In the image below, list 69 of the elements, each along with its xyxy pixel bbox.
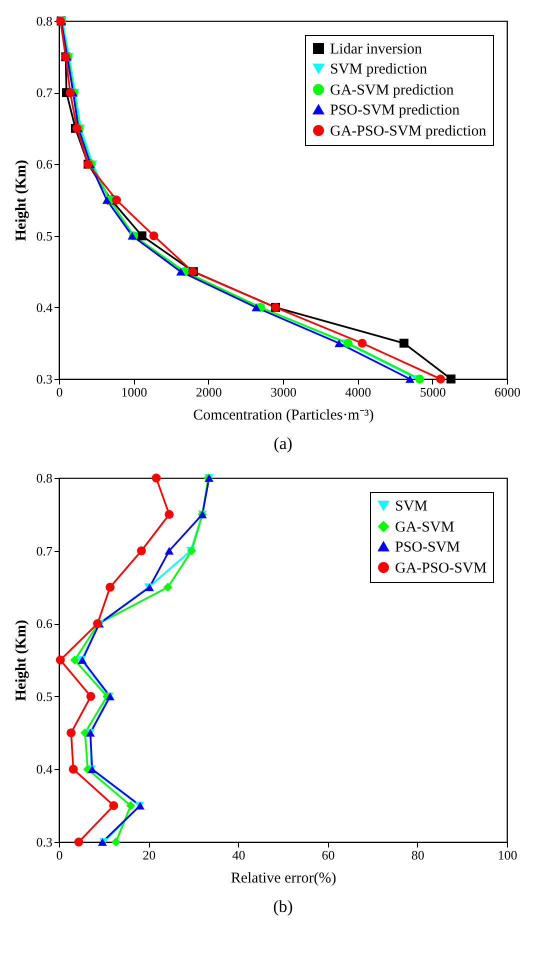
point bbox=[149, 231, 158, 240]
x-tick-label: 1000 bbox=[121, 384, 148, 400]
y-tick-label: 0.8 bbox=[36, 470, 52, 486]
y-tick-label: 0.4 bbox=[36, 300, 53, 315]
legend-label: GA-PSO-SVM prediction bbox=[330, 124, 487, 140]
y-tick-label: 0.6 bbox=[36, 616, 53, 632]
point bbox=[446, 374, 456, 384]
point bbox=[164, 546, 174, 555]
y-tick-label: 0.6 bbox=[36, 156, 53, 172]
y-axis-title: Height (Km) bbox=[13, 620, 30, 702]
y-tick-label: 0.7 bbox=[36, 85, 53, 100]
point bbox=[436, 374, 446, 384]
point bbox=[136, 546, 146, 556]
legend-label: PSO-SVM bbox=[395, 540, 460, 556]
text: (a) bbox=[274, 434, 292, 453]
legend-label: GA-SVM bbox=[395, 520, 454, 536]
x-tick-label: 5000 bbox=[420, 384, 446, 400]
text: (b) bbox=[273, 897, 293, 916]
point bbox=[70, 656, 80, 664]
point bbox=[163, 582, 172, 592]
point bbox=[137, 231, 146, 240]
y-tick-label: 0.5 bbox=[36, 688, 52, 704]
point bbox=[102, 196, 112, 204]
point bbox=[66, 88, 75, 98]
x-tick-label: 0 bbox=[56, 384, 63, 400]
point bbox=[111, 838, 120, 846]
legend-label: GA-PSO-SVM bbox=[395, 560, 487, 576]
x-tick-label: 40 bbox=[232, 848, 246, 862]
x-tick-label: 2000 bbox=[196, 384, 222, 400]
legend-label: PSO-SVM prediction bbox=[330, 102, 460, 118]
legend-label: Lidar inversion bbox=[330, 42, 423, 58]
point bbox=[164, 510, 174, 519]
point bbox=[56, 656, 65, 664]
x-tick-label: 6000 bbox=[494, 384, 520, 400]
point bbox=[415, 374, 424, 384]
point bbox=[66, 728, 76, 738]
point bbox=[126, 801, 136, 810]
x-tick-label: 60 bbox=[322, 848, 335, 862]
point bbox=[68, 764, 78, 774]
point bbox=[399, 338, 408, 348]
y-tick-label: 0.7 bbox=[36, 543, 53, 558]
point bbox=[112, 196, 121, 204]
point bbox=[176, 268, 186, 276]
legend-label: GA-SVM prediction bbox=[330, 82, 454, 98]
point bbox=[152, 474, 161, 482]
y-axis-title: Height (Km) bbox=[13, 160, 30, 242]
y-tick-label: 0.3 bbox=[36, 834, 52, 850]
point bbox=[74, 838, 84, 846]
x-tick-label: 3000 bbox=[270, 384, 296, 400]
y-tick-label: 0.5 bbox=[36, 228, 52, 244]
x-tick-label: 20 bbox=[142, 848, 156, 862]
point bbox=[252, 304, 261, 312]
x-tick-label: 0 bbox=[56, 848, 63, 862]
legend-label: SVM bbox=[395, 498, 428, 514]
x-axis-title: Relative error(%) bbox=[230, 870, 336, 886]
x-axis-title: Comcentration (Particles·m⁻³) bbox=[193, 408, 374, 424]
point bbox=[106, 582, 115, 592]
y-tick-label: 0.3 bbox=[36, 372, 52, 386]
point bbox=[358, 338, 367, 348]
y-tick-label: 0.4 bbox=[36, 762, 53, 777]
x-tick-label: 80 bbox=[411, 848, 424, 862]
point bbox=[109, 801, 118, 810]
point bbox=[334, 339, 344, 348]
legend-label: SVM prediction bbox=[330, 62, 428, 78]
x-tick-label: 100 bbox=[498, 848, 518, 862]
point bbox=[86, 692, 96, 701]
x-tick-label: 4000 bbox=[345, 384, 372, 400]
point bbox=[405, 375, 414, 383]
y-tick-label: 0.8 bbox=[36, 14, 52, 28]
